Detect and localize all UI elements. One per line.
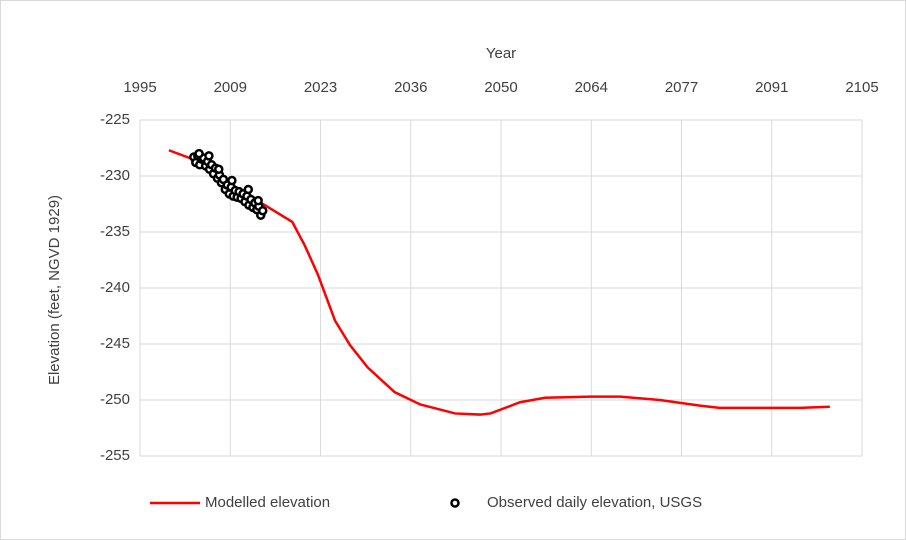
x-tick-label: 1995 (123, 79, 156, 96)
y-tick-label: -235 (100, 223, 130, 240)
x-tick-label: 2036 (394, 79, 427, 96)
data-point (214, 164, 224, 175)
legend-label: Observed daily elevation, USGS (487, 494, 702, 511)
y-tick-label: -225 (100, 111, 130, 128)
data-point (253, 195, 263, 206)
x-tick-label: 2077 (665, 79, 698, 96)
x-axis-label: Year (486, 45, 516, 62)
legend-label: Modelled elevation (205, 494, 330, 511)
x-tick-label: 2009 (214, 79, 247, 96)
line (168, 149, 830, 416)
y-tick-label: -245 (100, 335, 130, 352)
data-point (194, 148, 204, 159)
y-tick-label: -230 (100, 167, 130, 184)
y-tick-label: -255 (100, 447, 130, 464)
y-axis-label: Elevation (feet, NGVD 1929) (46, 195, 63, 385)
x-tick-label: 2050 (484, 79, 517, 96)
x-tick-label: 2105 (845, 79, 878, 96)
data-point (227, 175, 237, 186)
legend-swatch (450, 498, 460, 508)
data-point (204, 151, 214, 161)
x-tick-label: 2091 (755, 79, 788, 96)
x-tick-label: 2023 (304, 79, 337, 96)
data-point (243, 184, 254, 195)
x-tick-label: 2064 (575, 79, 608, 96)
y-tick-label: -250 (100, 391, 130, 408)
y-tick-label: -240 (100, 279, 130, 296)
data-point (257, 205, 268, 216)
